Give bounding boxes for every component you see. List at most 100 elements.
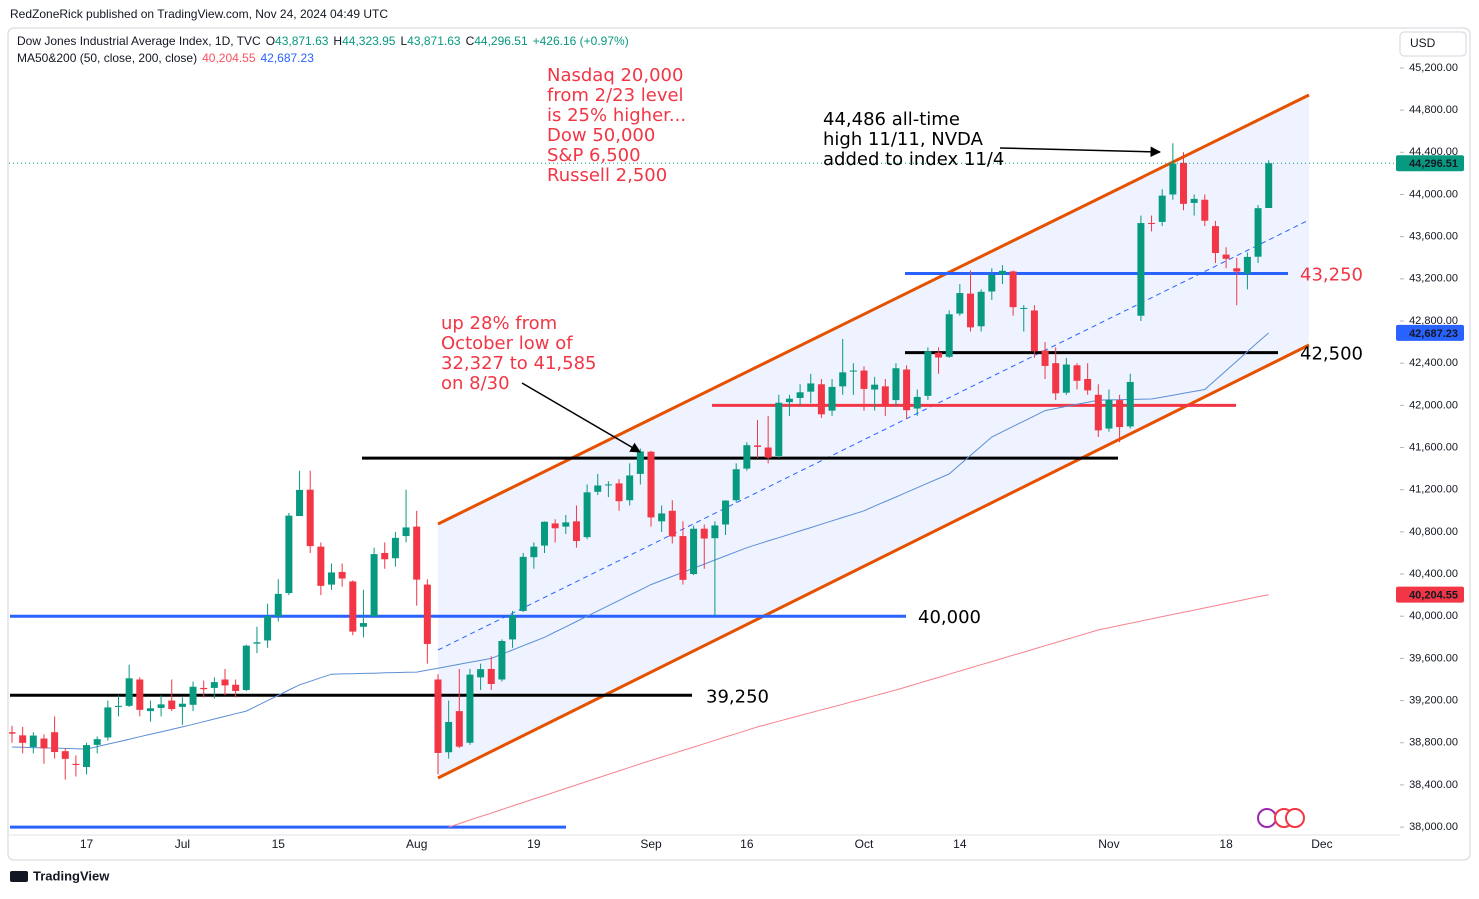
legend-item: 44,323.95	[342, 34, 396, 48]
candle-body	[434, 679, 442, 753]
annotation: from 2/23 level	[547, 85, 684, 106]
candle-body	[785, 398, 793, 403]
candle-body	[1265, 163, 1273, 209]
candle-body	[1243, 256, 1251, 274]
legend-item: 44,296.51	[474, 34, 528, 48]
candle-body	[455, 711, 463, 747]
candle-body	[477, 669, 485, 678]
event-icon[interactable]	[1257, 808, 1277, 828]
currency: USD	[1410, 36, 1436, 50]
candle-body	[168, 700, 176, 710]
candle-body	[541, 521, 548, 546]
candle-body	[1020, 307, 1028, 309]
price-badge-label: 42,687.23	[1409, 328, 1458, 340]
channel-fill	[438, 95, 1309, 778]
candle-body	[722, 500, 730, 525]
y-tick-label: 40,800.00	[1409, 526, 1458, 538]
annotation: 32,327 to 41,585	[441, 353, 596, 374]
plot	[9, 143, 1288, 829]
candle-body	[274, 593, 282, 617]
legend-item: 40,204.55	[202, 51, 256, 65]
candle-body	[935, 352, 943, 358]
candle-body	[200, 687, 208, 690]
candle-body	[40, 738, 48, 749]
candle-body	[466, 674, 474, 743]
x-tick-label: Oct	[855, 837, 874, 851]
candle-body	[636, 451, 644, 474]
arrow	[521, 382, 641, 453]
candle-body	[189, 686, 197, 705]
legend-item: 43,871.63	[407, 34, 461, 48]
candle-body	[924, 351, 932, 396]
candle-body	[679, 536, 687, 580]
candle-body	[445, 721, 453, 753]
candle-body	[1137, 223, 1145, 316]
candle-body	[530, 546, 538, 558]
event-icon[interactable]	[1285, 808, 1305, 828]
candle-body	[743, 445, 751, 469]
y-tick-label: 45,200.00	[1409, 62, 1458, 74]
candle-body	[51, 732, 59, 753]
candle-body	[519, 556, 527, 611]
candle-body	[849, 370, 857, 372]
candle-body	[977, 291, 985, 327]
annotation: up 28% from	[441, 313, 557, 334]
candle-body	[317, 546, 325, 586]
y-tick-label: 38,400.00	[1409, 779, 1458, 791]
candle-body	[232, 684, 240, 691]
candle-body	[104, 707, 112, 738]
candle-body	[913, 396, 921, 409]
y-tick-label: 41,600.00	[1409, 441, 1458, 453]
candle-body	[796, 392, 804, 398]
candle-body	[903, 369, 911, 411]
arrow	[999, 146, 1162, 158]
chart-frame	[7, 27, 1471, 861]
x-tick-label: Jul	[175, 837, 190, 851]
candle-body	[647, 451, 655, 518]
legend-item: Dow Jones Industrial Average Index, 1D, …	[17, 34, 261, 48]
publisher: RedZoneRick published on TradingView.com…	[10, 7, 388, 21]
candle-body	[1180, 162, 1187, 204]
legend: MA50&200 (50, close, 200, close) 40,204.5…	[17, 51, 314, 65]
candle-body	[61, 751, 69, 759]
candle-body	[583, 492, 591, 538]
x-tick-label: 17	[80, 837, 94, 851]
candle-body	[264, 616, 272, 641]
candle-body	[328, 572, 335, 585]
candle-body	[178, 703, 186, 707]
x-tick-label: 18	[1219, 837, 1233, 851]
candle-body	[775, 402, 783, 456]
candle-body	[423, 584, 431, 644]
candle-body	[881, 386, 889, 405]
candle-body	[9, 732, 16, 734]
x-tick-label: Dec	[1311, 837, 1332, 851]
y-tick-label: 42,000.00	[1409, 399, 1458, 411]
legend-item: H	[333, 34, 342, 48]
y-tick-label: 43,200.00	[1409, 273, 1458, 285]
candle-body	[1158, 195, 1166, 222]
candle-body	[242, 645, 250, 691]
candle-body	[1126, 381, 1134, 427]
annotation: 44,486 all-time	[823, 109, 960, 130]
candle-body	[391, 537, 399, 559]
candle-body	[1233, 268, 1241, 272]
footer: TradingView	[33, 868, 110, 883]
y-tick-label: 39,600.00	[1409, 652, 1458, 664]
candle-body	[690, 528, 698, 575]
candle-body	[1073, 365, 1081, 381]
ma-line	[11, 332, 1270, 750]
annotation: Nasdaq 20,000	[547, 65, 683, 86]
candle-body	[115, 705, 122, 707]
x-tick-label: 19	[527, 837, 541, 851]
candle-body	[146, 708, 154, 712]
candle-body	[839, 372, 847, 387]
candle-body	[817, 384, 825, 415]
currency-box[interactable]	[1399, 31, 1467, 57]
y-tick-label: 44,800.00	[1409, 104, 1458, 116]
candle-body	[349, 581, 357, 632]
annotation: on 8/30	[441, 373, 510, 394]
candle-body	[1116, 400, 1124, 428]
ma-line	[448, 594, 1269, 828]
price-badge-label: 44,296.51	[1409, 158, 1458, 170]
candle-body	[1094, 394, 1102, 431]
